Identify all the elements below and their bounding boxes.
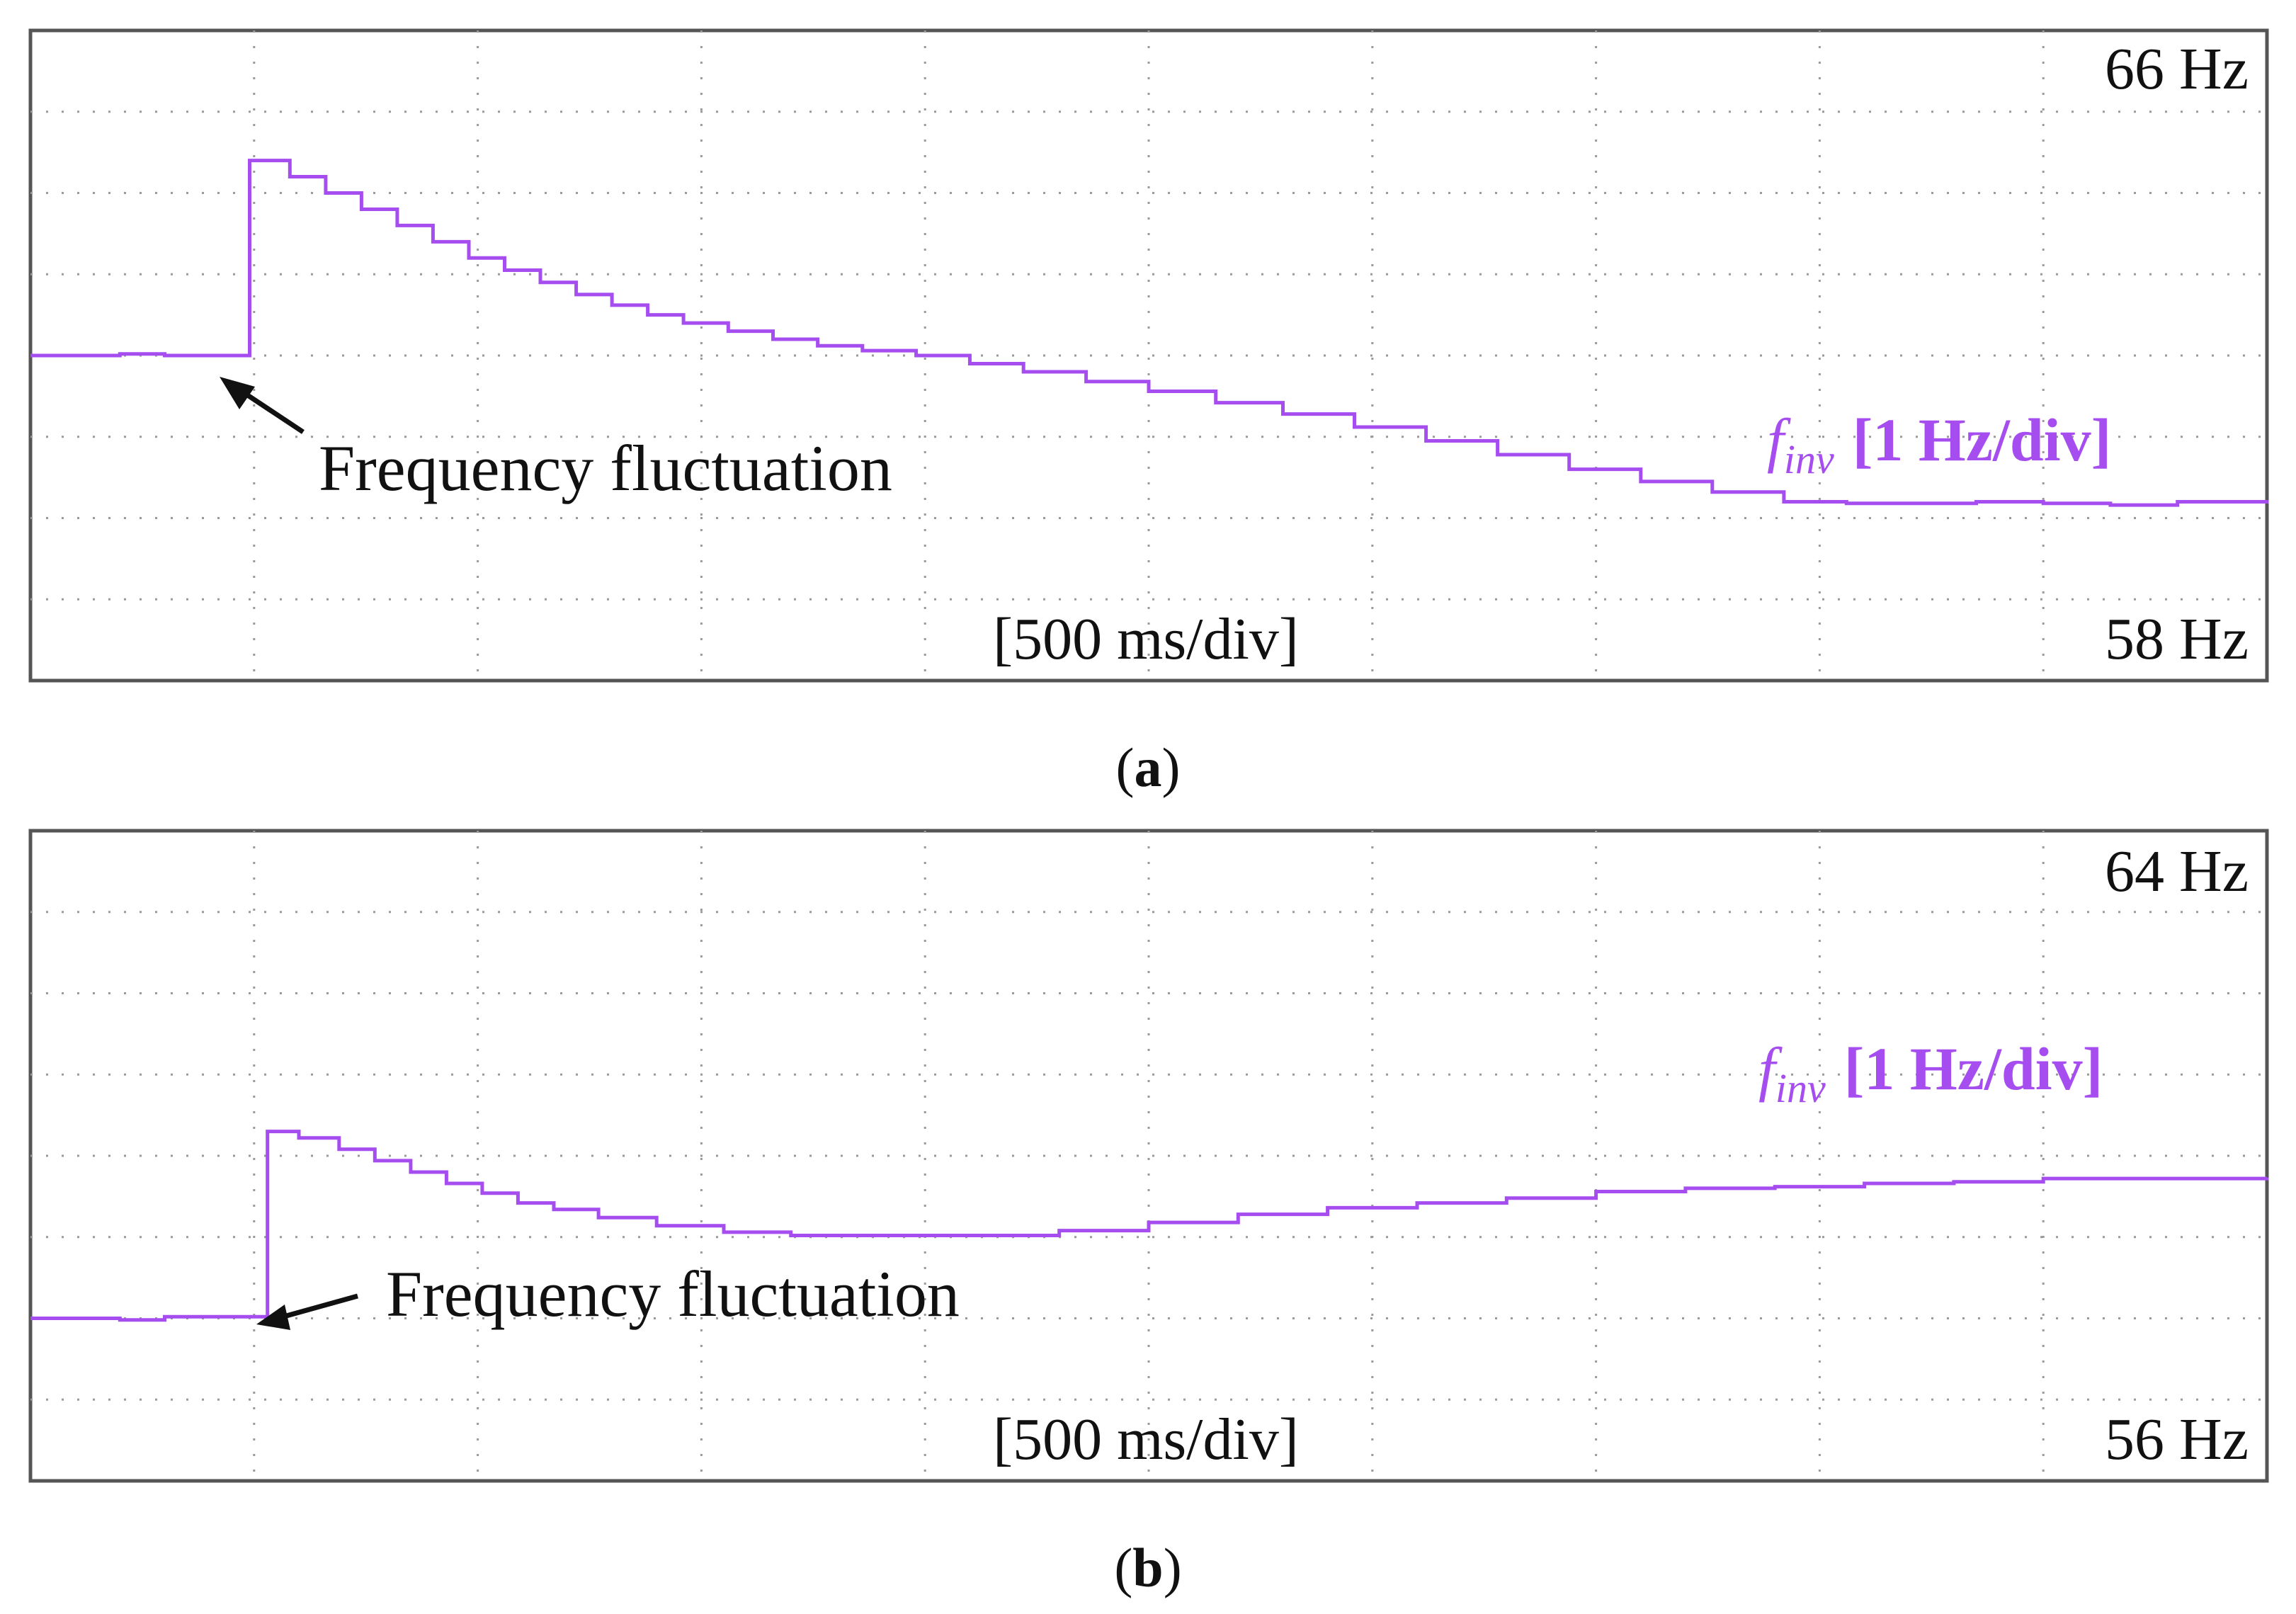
annotation-arrowhead-a xyxy=(220,377,255,409)
signal-label-a: finv [1 Hz/div] xyxy=(1767,406,2111,482)
bottom-scale-label-b: 56 Hz xyxy=(2105,1406,2249,1472)
bottom-scale-label-a: 58 Hz xyxy=(2105,606,2249,672)
caption-letter-a: a xyxy=(1135,737,1162,798)
signal-subscript-b: inv xyxy=(1775,1065,1826,1111)
caption-close-b: ) xyxy=(1164,1537,1182,1598)
grid-b xyxy=(30,831,2267,1481)
trace-line-b xyxy=(30,1130,2269,1322)
annotation-text-b: Frequency fluctuation xyxy=(386,1258,960,1330)
signal-label-b: finv [1 Hz/div] xyxy=(1758,1035,2103,1111)
caption-open-b: ( xyxy=(1114,1537,1132,1598)
trace-line-a xyxy=(30,159,2269,507)
top-scale-label-b: 64 Hz xyxy=(2105,839,2249,904)
grid-a xyxy=(30,30,2267,681)
signal-subscript-a: inv xyxy=(1784,436,1834,482)
caption-a: (a) xyxy=(1116,737,1181,798)
top-scale-label-a: 66 Hz xyxy=(2105,36,2249,102)
time-scale-label-a: [500 ms/div] xyxy=(993,606,1299,672)
annotation-text-a: Frequency fluctuation xyxy=(319,432,892,504)
annotation-arrow-b xyxy=(275,1293,358,1322)
panel-a: 66 Hz 58 Hz [500 ms/div] finv [1 Hz/div] … xyxy=(28,28,2269,683)
caption-letter-b: b xyxy=(1132,1537,1163,1598)
signal-scale-a: [1 Hz/div] xyxy=(1853,406,2111,474)
annotation-arrowhead-b xyxy=(256,1305,290,1330)
caption-open-a: ( xyxy=(1116,737,1135,798)
caption-b: (b) xyxy=(1114,1537,1181,1598)
caption-close-a: ) xyxy=(1162,737,1181,798)
panel-b: 64 Hz 56 Hz [500 ms/div] finv [1 Hz/div] … xyxy=(28,829,2269,1483)
time-scale-label-b: [500 ms/div] xyxy=(993,1406,1299,1472)
signal-scale-b: [1 Hz/div] xyxy=(1844,1035,2103,1103)
